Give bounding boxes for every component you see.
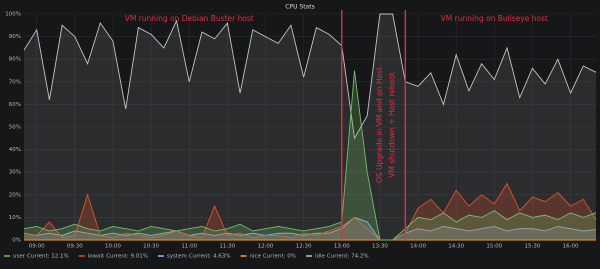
x-tick-label: 09:00 [29, 244, 45, 250]
x-tick-label: 10:30 [143, 244, 159, 250]
series-area [24, 70, 596, 240]
x-tick-label: 13:00 [334, 244, 350, 250]
y-tick-label: 100% [5, 12, 21, 18]
y-tick-label: 70% [9, 79, 21, 85]
y-tick-label: 80% [9, 57, 21, 63]
legend-name: user [13, 254, 26, 260]
y-tick-label: 50% [9, 125, 21, 131]
y-tick-label: 0% [12, 238, 21, 244]
x-tick-label: 15:00 [486, 244, 502, 250]
chart-title: CPU Stats [285, 4, 314, 11]
legend-name: system [167, 254, 187, 260]
legend-item: idle Current: 74.2% [305, 254, 369, 260]
legend-item: user Current: 12.1% [4, 254, 69, 260]
x-tick-label: 14:00 [410, 244, 426, 250]
y-tick-label: 20% [9, 192, 21, 198]
legend-item: system Current: 4.63% [157, 254, 231, 260]
legend-value: Current: 0% [263, 254, 296, 260]
legend-value: Current: 9.01% [106, 254, 148, 260]
x-tick-label: 12:00 [258, 244, 274, 250]
series-area [24, 183, 596, 240]
legend-name: nice [250, 254, 262, 260]
legend-value: Current: 12.1% [27, 254, 69, 260]
series-area [24, 14, 596, 240]
x-tick-label: 10:00 [105, 244, 121, 250]
y-tick-label: 10% [9, 215, 21, 221]
x-tick-label: 14:30 [448, 244, 464, 250]
x-tick-label: 11:30 [219, 244, 235, 250]
legend-item: nice Current: 0% [240, 254, 296, 260]
series-line [23, 182, 597, 241]
x-tick-label: 13:30 [372, 244, 388, 250]
x-tick-label: 16:00 [563, 244, 579, 250]
annotation-text: OS Upgrade in VM and on Host [375, 67, 384, 183]
x-tick-label: 11:00 [181, 244, 197, 250]
annotation-text: VM running on Debian Buster host [125, 14, 254, 23]
x-tick-label: 15:30 [525, 244, 541, 250]
y-tick-label: 60% [9, 102, 21, 108]
x-tick-label: 12:30 [296, 244, 312, 250]
y-tick-label: 40% [9, 147, 21, 153]
legend-item: iowait Current: 9.01% [78, 254, 148, 260]
annotation-text: VM running on Bullseye host [441, 14, 548, 23]
x-tick-label: 09:30 [67, 244, 83, 250]
annotation-text: VM shutdown + Host reboot [388, 72, 397, 178]
legend-value: Current: 74.2% [327, 254, 369, 260]
legend-name: idle [315, 254, 326, 260]
legend-name: iowait [88, 254, 105, 260]
y-tick-label: 30% [9, 170, 21, 176]
series-line [23, 70, 597, 241]
y-tick-label: 90% [9, 34, 21, 40]
series-line [23, 13, 597, 140]
legend-value: Current: 4.63% [189, 254, 231, 260]
